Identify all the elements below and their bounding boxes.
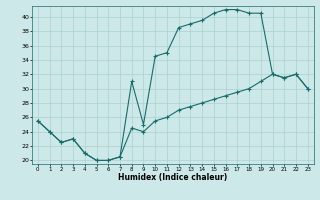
X-axis label: Humidex (Indice chaleur): Humidex (Indice chaleur) [118, 173, 228, 182]
